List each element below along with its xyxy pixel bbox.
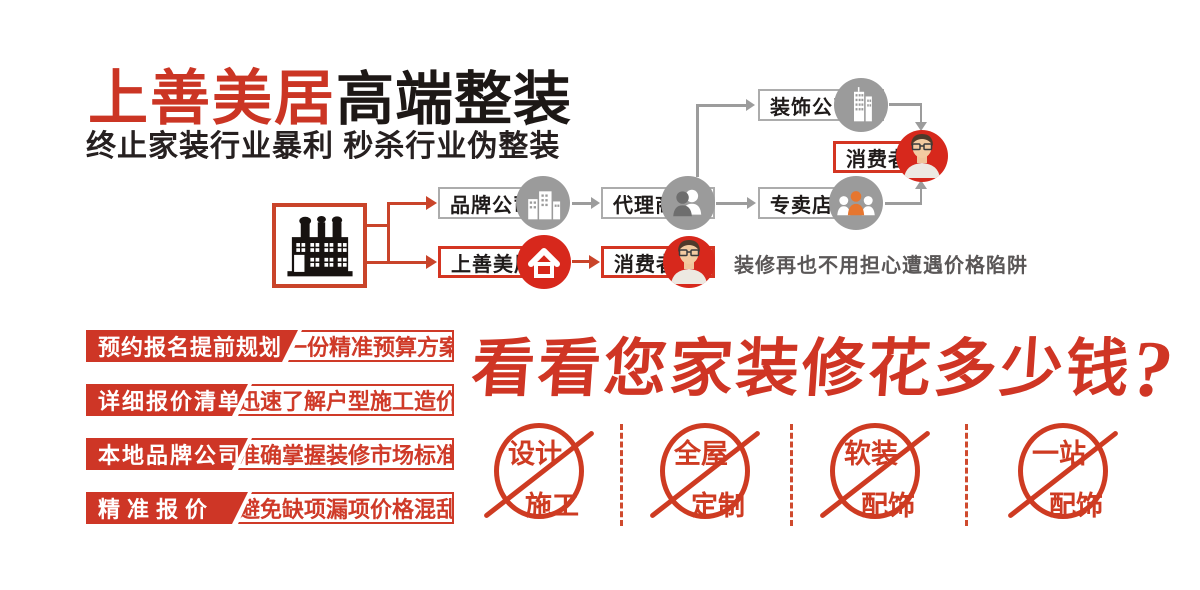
flow-node-label: 上善美居 [451,253,535,276]
flow-connector [387,202,390,263]
brand-company-circle [516,176,570,230]
factory-icon [286,215,353,276]
arrowhead [915,180,927,189]
flow-node-label: 品牌公司 [450,194,534,217]
flow-connector [366,224,390,227]
dashed-divider [790,424,793,526]
benefit-row: 迅速了解户型施工造价 详细报价清单 [86,384,454,416]
benefit-right: 避免缺项漏项价格混乱 [238,492,454,524]
consumer-avatar-icon [671,240,707,284]
store-circle [829,176,883,230]
house-icon [528,248,560,278]
benefit-left-label: 品牌公司 [146,443,243,468]
flow-connector [696,104,746,107]
benefit-right: 一份精准预算方案 [288,330,454,362]
title-suffix: 高端整装 [336,67,573,132]
benefit-left: 预约报名提前规划 [86,330,298,362]
decor-company-circle [834,78,888,132]
flow-connector [919,188,922,204]
stamp-top-label: 一站 [1032,439,1086,469]
stamp-soft-decor [830,423,920,519]
ssmj-circle [517,235,571,289]
dashed-divider [620,424,623,526]
stamp-whole-house-custom [660,423,750,519]
flow-connector [889,103,922,106]
consumer-bottom-circle [663,236,715,288]
benefit-row: 避免缺项漏项价格混乱 精准报价 [86,492,454,524]
flow-connector [885,202,922,205]
dashed-divider [965,424,968,526]
stamp-bottom-label: 配饰 [861,491,915,521]
buildings-icon [528,191,561,220]
flow-node-label: 消费者 [846,148,909,171]
arrowhead [915,122,927,131]
flow-node-label: 装饰公司 [770,96,854,119]
arrowhead [426,255,437,269]
benefit-left-label: 本地 [98,443,147,468]
subtitle: 终止家装行业暴利 秒杀行业伪整装 [86,130,561,163]
benefit-right-label: 迅速了解户型施工造价 [238,389,459,414]
stamp-bottom-label: 定制 [691,491,745,521]
flow-connector [572,260,590,263]
benefit-left: 精准报价 [86,492,248,524]
consumer-top-circle [896,130,948,182]
stamp-top-label: 软装 [844,439,898,469]
benefit-row: 准确掌握装修市场标准 本地 品牌公司 [86,438,454,470]
benefit-left: 详细报价清单 [86,384,248,416]
stamp-design-construction [494,423,584,519]
stamp-bottom-label: 配饰 [1049,491,1103,521]
flow-node-label: 消费者 [614,253,677,276]
benefit-right: 迅速了解户型施工造价 [238,384,454,416]
arrowhead [747,197,756,209]
flow-connector [366,261,427,264]
stamp-top-label: 设计 [508,439,562,469]
flow-connector [716,202,747,205]
stamp-top-label: 全屋 [674,439,728,469]
flow-note: 装修再也不用担心遭遇价格陷阱 [734,255,1028,277]
arrowhead [426,196,437,210]
benefit-left-label: 精准报价 [98,497,215,522]
agent-circle [661,176,715,230]
stamp-one-stop-accessories [1018,423,1108,519]
flow-connector [572,202,591,205]
benefit-left: 本地 品牌公司 [86,438,248,470]
flow-connector [919,103,922,123]
staff-icon [837,191,875,216]
page-title: 上善美居高端整装 [88,50,572,137]
arrowhead [589,255,600,269]
headline: 看看您家装修花多少钱? [469,318,1178,416]
flow-node-consumer-top: 消费者 [833,141,939,173]
stamp-bottom-label: 施工 [525,491,579,521]
benefit-left-label: 详细报价清单 [98,389,243,414]
brand-name: 上善美居 [88,65,336,132]
benefit-row: 一份精准预算方案 预约报名提前规划 [86,330,454,362]
building-icon [854,87,872,122]
flow-connector [696,104,699,177]
benefit-right-label: 一份精准预算方案 [285,335,462,360]
flow-node-label: 代理商 [613,194,676,217]
arrowhead [591,197,600,209]
benefit-right: 准确掌握装修市场标准 [238,438,454,470]
benefit-right-label: 避免缺项漏项价格混乱 [238,497,459,522]
benefit-right-label: 准确掌握装修市场标准 [238,443,459,468]
flow-node-label: 专卖店 [770,194,833,217]
consumer-avatar-icon [904,134,940,178]
flow-connector [387,202,427,205]
arrowhead [746,99,755,111]
people-icon [673,189,702,217]
factory-node [272,203,367,288]
headline-text: 看看您家装修花多少钱 [469,334,1135,404]
benefit-left-label: 预约报名提前规划 [98,335,283,360]
